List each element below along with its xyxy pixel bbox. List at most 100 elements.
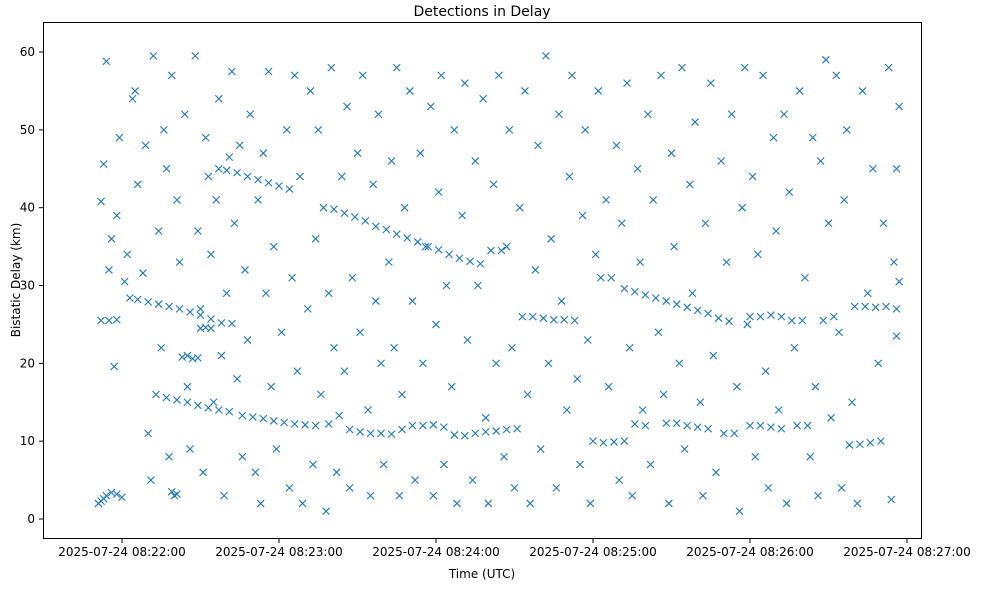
data-point-marker — [154, 227, 163, 235]
data-point-marker — [487, 246, 495, 255]
data-point-marker — [110, 362, 119, 371]
data-point-marker — [356, 427, 365, 436]
data-point-marker — [112, 211, 121, 220]
data-point-marker — [615, 476, 624, 484]
data-point-marker — [241, 266, 249, 274]
data-point-marker — [801, 273, 809, 282]
data-point-marker — [795, 87, 804, 95]
data-point-marker — [348, 273, 357, 282]
data-point-marker — [256, 499, 265, 508]
data-point-marker — [562, 406, 571, 414]
data-point-marker — [767, 311, 775, 319]
data-point-marker — [628, 491, 637, 500]
data-point-marker — [727, 110, 736, 119]
data-point-marker — [746, 312, 754, 321]
data-point-marker — [539, 314, 548, 323]
data-point-marker — [466, 257, 474, 266]
data-point-marker — [856, 440, 864, 449]
data-point-marker — [644, 110, 652, 119]
data-point-marker — [630, 420, 639, 428]
data-point-marker — [152, 390, 160, 399]
data-point-marker — [604, 382, 613, 391]
data-point-marker — [625, 343, 634, 352]
data-point-marker — [733, 382, 741, 391]
data-point-marker — [162, 164, 171, 173]
data-point-marker — [623, 79, 631, 88]
data-point-marker — [165, 302, 173, 311]
data-point-marker — [884, 63, 893, 72]
data-point-marker — [233, 168, 242, 177]
data-point-marker — [173, 490, 181, 498]
data-point-marker — [892, 332, 901, 340]
data-point-marker — [685, 180, 694, 189]
data-point-marker — [262, 289, 270, 298]
data-point-marker — [667, 149, 676, 158]
data-point-marker — [267, 382, 276, 391]
data-point-marker — [764, 483, 773, 492]
data-point-marker — [664, 499, 673, 508]
data-point-marker — [107, 488, 116, 497]
data-point-marker — [829, 312, 838, 321]
data-point-marker — [492, 359, 501, 368]
data-point-marker — [782, 499, 791, 508]
data-point-marker — [102, 491, 111, 500]
data-point-marker — [303, 304, 312, 313]
data-point-marker — [337, 172, 346, 181]
data-point-marker — [225, 153, 234, 161]
data-point-marker — [288, 273, 296, 282]
data-point-marker — [400, 203, 409, 212]
data-point-marker — [149, 52, 158, 60]
data-point-marker — [97, 316, 105, 325]
data-point-marker — [816, 157, 825, 165]
data-point-marker — [309, 460, 317, 469]
x-tick-label: 2025-07-24 08:26:00 — [686, 545, 813, 559]
data-point-marker — [892, 304, 901, 313]
data-point-marker — [672, 300, 681, 309]
data-point-marker — [175, 304, 184, 313]
data-point-marker — [819, 316, 828, 325]
data-point-marker — [301, 420, 310, 429]
data-point-marker — [356, 328, 365, 337]
data-point-marker — [602, 196, 610, 204]
data-point-marker — [453, 499, 461, 508]
data-point-marker — [311, 234, 320, 243]
data-point-marker — [102, 57, 111, 66]
data-point-marker — [463, 336, 472, 344]
data-point-marker — [340, 367, 349, 376]
data-point-marker — [481, 413, 490, 422]
data-point-marker — [670, 242, 679, 251]
data-point-marker — [832, 71, 841, 80]
data-point-marker — [395, 491, 404, 500]
data-point-marker — [99, 160, 108, 168]
data-point-marker — [296, 172, 304, 181]
data-point-marker — [290, 71, 299, 80]
data-point-marker — [693, 306, 702, 315]
data-point-marker — [879, 219, 888, 228]
x-axis: 2025-07-24 08:22:00 2025-07-24 08:23:00 20… — [58, 538, 971, 559]
data-point-marker — [408, 297, 417, 305]
data-point-marker — [777, 312, 786, 321]
data-point-marker — [617, 219, 626, 228]
data-point-marker — [850, 302, 859, 311]
data-point-marker — [874, 359, 883, 368]
data-point-marker — [324, 289, 333, 298]
data-point-marker — [364, 406, 372, 414]
data-points — [94, 52, 904, 516]
y-tick-label: 0 — [27, 512, 35, 526]
data-point-marker — [704, 424, 713, 433]
data-point-marker — [680, 445, 689, 453]
data-point-marker — [882, 302, 890, 311]
data-point-marker — [589, 437, 597, 446]
data-point-marker — [178, 353, 187, 362]
data-point-marker — [133, 295, 142, 304]
data-point-marker — [345, 483, 354, 492]
data-point-marker — [387, 157, 396, 165]
data-point-marker — [290, 420, 299, 428]
data-point-marker — [413, 238, 422, 246]
data-point-marker — [811, 382, 820, 391]
data-point-marker — [105, 316, 113, 325]
data-point-marker — [557, 297, 566, 305]
data-point-marker — [654, 328, 663, 337]
y-tick-label: 40 — [20, 201, 35, 215]
data-point-marker — [547, 234, 556, 243]
